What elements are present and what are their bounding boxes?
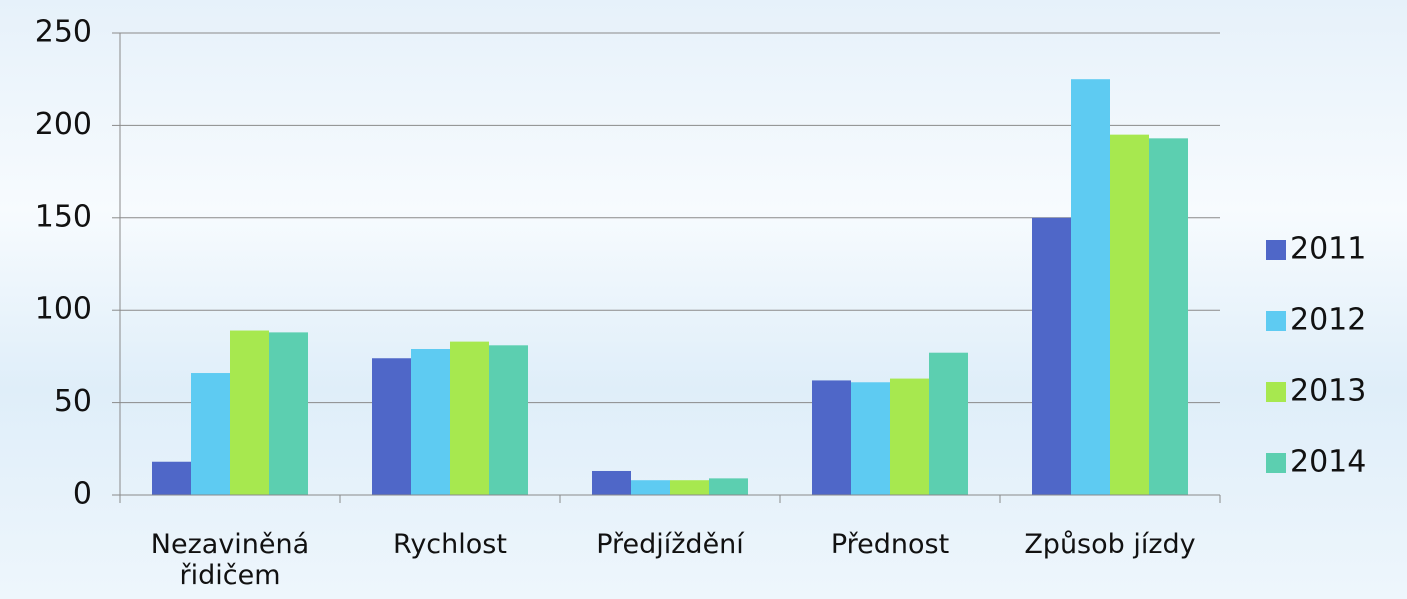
bar [411,349,450,495]
bar [812,380,851,495]
bar [450,341,489,495]
bar [489,345,528,495]
legend-swatch [1266,382,1286,402]
legend-label: 2013 [1290,374,1366,409]
bar [372,358,411,495]
bar [269,332,308,495]
bar [1149,138,1188,495]
legend-label: 2014 [1290,445,1366,480]
bar [1071,79,1110,495]
bar [152,461,191,495]
legend-swatch [1266,311,1286,331]
x-tick-label: Předjíždění [596,529,744,560]
bar [1110,134,1149,495]
x-tick-label: Způsob jízdy [1024,529,1196,560]
bar [631,480,670,495]
x-tick-label: Přednost [830,529,950,560]
legend-label: 2011 [1290,232,1366,267]
bar [670,480,709,495]
legend-swatch [1266,240,1286,260]
bar [230,330,269,495]
bar [1032,217,1071,496]
bar [709,478,748,495]
y-tick-label: 200 [35,107,92,142]
x-tick-label: Rychlost [393,529,507,560]
bar [929,352,968,495]
y-tick-label: 50 [54,384,92,419]
x-tick-label: Nezaviněná řidičem [150,529,310,591]
y-tick-label: 250 [35,15,92,50]
y-tick-label: 0 [73,477,92,512]
bar [890,378,929,495]
bar [851,382,890,495]
bar [191,373,230,495]
y-tick-label: 100 [35,292,92,327]
y-tick-label: 150 [35,199,92,234]
legend-swatch [1266,453,1286,473]
bar [592,470,631,495]
legend-label: 2012 [1290,303,1366,338]
